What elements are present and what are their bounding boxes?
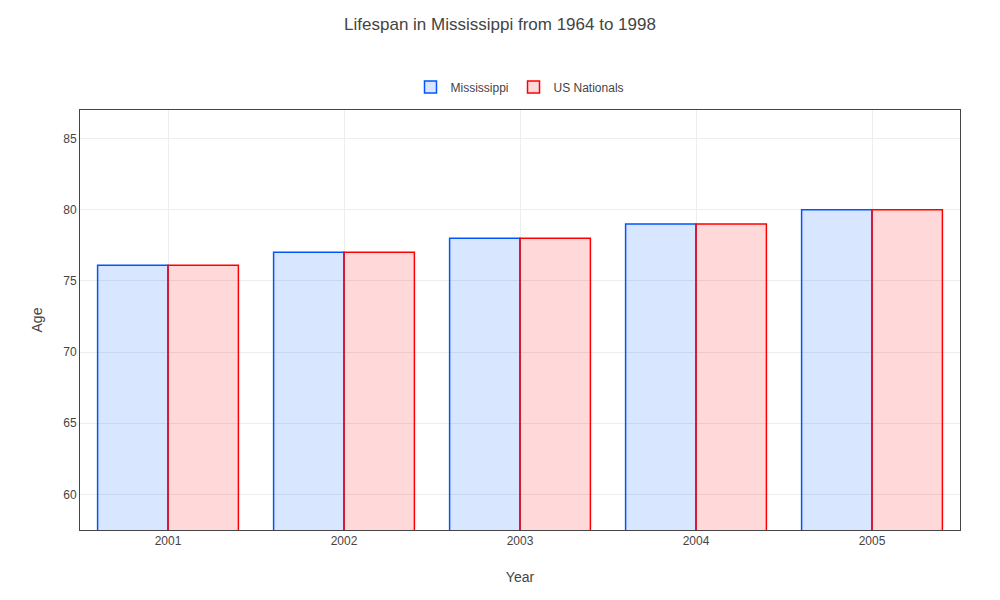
svg-text:Age: Age: [29, 307, 45, 332]
svg-text:Mississippi: Mississippi: [451, 81, 509, 95]
svg-text:75: 75: [63, 274, 77, 288]
svg-text:85: 85: [63, 132, 77, 146]
svg-text:70: 70: [63, 345, 77, 359]
svg-text:2001: 2001: [155, 534, 182, 548]
svg-text:2002: 2002: [331, 534, 358, 548]
svg-text:2005: 2005: [859, 534, 886, 548]
svg-text:US Nationals: US Nationals: [554, 81, 624, 95]
svg-text:2003: 2003: [507, 534, 534, 548]
svg-text:Year: Year: [506, 569, 535, 585]
svg-text:65: 65: [63, 416, 77, 430]
svg-text:Lifespan in Mississippi from 1: Lifespan in Mississippi from 1964 to 199…: [344, 15, 656, 34]
svg-text:80: 80: [63, 203, 77, 217]
svg-text:60: 60: [63, 488, 77, 502]
svg-text:2004: 2004: [683, 534, 710, 548]
